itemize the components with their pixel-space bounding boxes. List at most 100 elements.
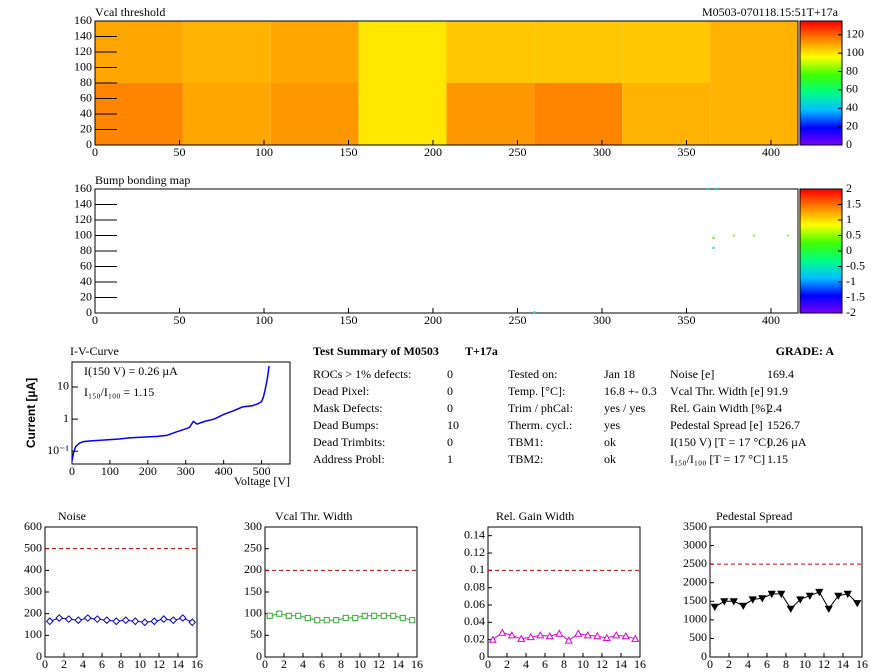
marker: [399, 614, 406, 622]
marker: [295, 612, 302, 619]
x-tick-label: 350: [677, 313, 695, 327]
colorbar-step: [800, 203, 842, 207]
colorbar-step: [800, 80, 842, 84]
colorbar-tick-label: 0: [846, 137, 852, 151]
summary-value: yes / yes: [604, 401, 646, 415]
marker: [45, 617, 54, 626]
colorbar-step: [800, 114, 842, 117]
colorbar-step: [800, 193, 842, 196]
summary-label: Mask Defects:: [313, 401, 383, 415]
colorbar-step: [800, 288, 842, 291]
summary-label: Dead Bumps:: [313, 418, 379, 432]
colorbar-step: [800, 273, 842, 277]
plot-frame: [71, 361, 291, 465]
colorbar-step: [800, 302, 842, 306]
series-line: [49, 617, 193, 623]
summary-label: Pedestal Spread [e]: [670, 418, 763, 432]
y-tick-label: 0: [701, 649, 707, 663]
x-tick-label: 4: [80, 657, 86, 671]
x-tick-label: 8: [783, 657, 789, 671]
summary-value: 16.8 +- 0.3: [604, 384, 657, 398]
colorbar-step: [800, 39, 842, 43]
colorbar-step: [800, 83, 842, 86]
summary-label: Noise [e]: [670, 367, 714, 381]
y-tick-label: 140: [74, 196, 92, 210]
heat-cell: [270, 83, 359, 145]
colorbar-step: [800, 232, 842, 235]
marker: [169, 616, 178, 625]
y-tick-label: 100: [74, 59, 92, 73]
colorbar-step: [800, 130, 842, 134]
y-tick-label: 60: [80, 90, 92, 104]
colorbar-step: [800, 120, 842, 123]
heat-cell: [710, 83, 798, 145]
colorbar-step: [800, 122, 842, 125]
colorbar-frame: [799, 20, 843, 146]
colorbar-step: [800, 29, 842, 32]
colorbar-tick-label: -0.5: [846, 258, 865, 272]
summary-label: Trim / phCal:: [508, 401, 573, 415]
x-tick-label: 300: [177, 464, 195, 478]
x-tick-label: 14: [615, 657, 627, 671]
colorbar-step: [800, 105, 842, 109]
marker: [815, 588, 824, 597]
x-tick-label: 10: [354, 657, 366, 671]
x-tick-label: 0: [262, 657, 268, 671]
colorbar-tick-label: 0.5: [846, 227, 861, 241]
y-tick-label: 0.02: [464, 631, 485, 645]
x-tick-label: 8: [561, 657, 567, 671]
x-tick-label: 300: [593, 145, 611, 159]
x-tick-label: 0: [92, 145, 98, 159]
x-tick-label: 4: [745, 657, 751, 671]
heat-cell: [446, 21, 535, 83]
marker: [178, 614, 187, 622]
colorbar-step: [800, 76, 842, 80]
colorbar-step: [800, 217, 842, 221]
colorbar-step: [800, 124, 842, 127]
y-tick-label: 0: [86, 137, 92, 151]
marker: [545, 631, 554, 640]
colorbar-step: [800, 64, 842, 67]
colorbar-step: [800, 269, 842, 273]
chart-title: I-V-Curve: [70, 344, 119, 358]
summary-label: TBM2:: [508, 452, 543, 466]
chart-title: Vcal Thr. Width: [275, 509, 352, 523]
summary-label: Temp. [°C]:: [508, 384, 565, 398]
colorbar-step: [800, 284, 842, 287]
bump-point: [753, 234, 756, 237]
colorbar-step: [800, 33, 842, 36]
summary-grade: GRADE: A: [776, 344, 835, 358]
colorbar-step: [800, 78, 842, 82]
colorbar-step: [800, 230, 842, 233]
colorbar-step: [800, 23, 842, 26]
colorbar-step: [800, 134, 842, 138]
colorbar-tick-label: -2: [846, 305, 856, 319]
y-tick-label: 120: [74, 212, 92, 226]
marker: [729, 598, 738, 606]
x-tick-label: 400: [762, 313, 780, 327]
heat-cell: [622, 21, 711, 83]
x-tick-label: 14: [392, 657, 404, 671]
colorbar-step: [800, 282, 842, 285]
marker: [583, 631, 592, 639]
colorbar-tick-label: 80: [846, 63, 858, 77]
colorbar-step: [800, 298, 842, 302]
bump-point: [533, 311, 536, 314]
colorbar-step: [800, 107, 842, 111]
colorbar-step: [800, 68, 842, 72]
x-tick-label: 6: [319, 657, 325, 671]
marker: [121, 616, 130, 625]
colorbar-step: [800, 58, 842, 61]
summary-value: 0: [447, 435, 453, 449]
heat-cell: [710, 21, 798, 83]
colorbar-step: [800, 126, 842, 129]
x-tick-label: 8: [118, 657, 124, 671]
colorbar-step: [800, 228, 842, 231]
chart-title: Pedestal Spread: [716, 509, 792, 523]
colorbar-step: [800, 197, 842, 200]
x-tick-label: 6: [764, 657, 770, 671]
heat-cell: [534, 83, 623, 145]
colorbar-step: [800, 236, 842, 240]
summary-label: Dead Trimbits:: [313, 435, 385, 449]
colorbar-step: [800, 103, 842, 107]
